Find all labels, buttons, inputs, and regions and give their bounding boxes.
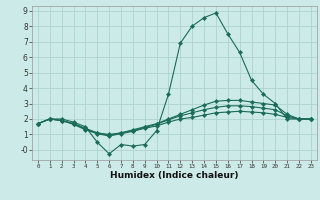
X-axis label: Humidex (Indice chaleur): Humidex (Indice chaleur)	[110, 171, 239, 180]
